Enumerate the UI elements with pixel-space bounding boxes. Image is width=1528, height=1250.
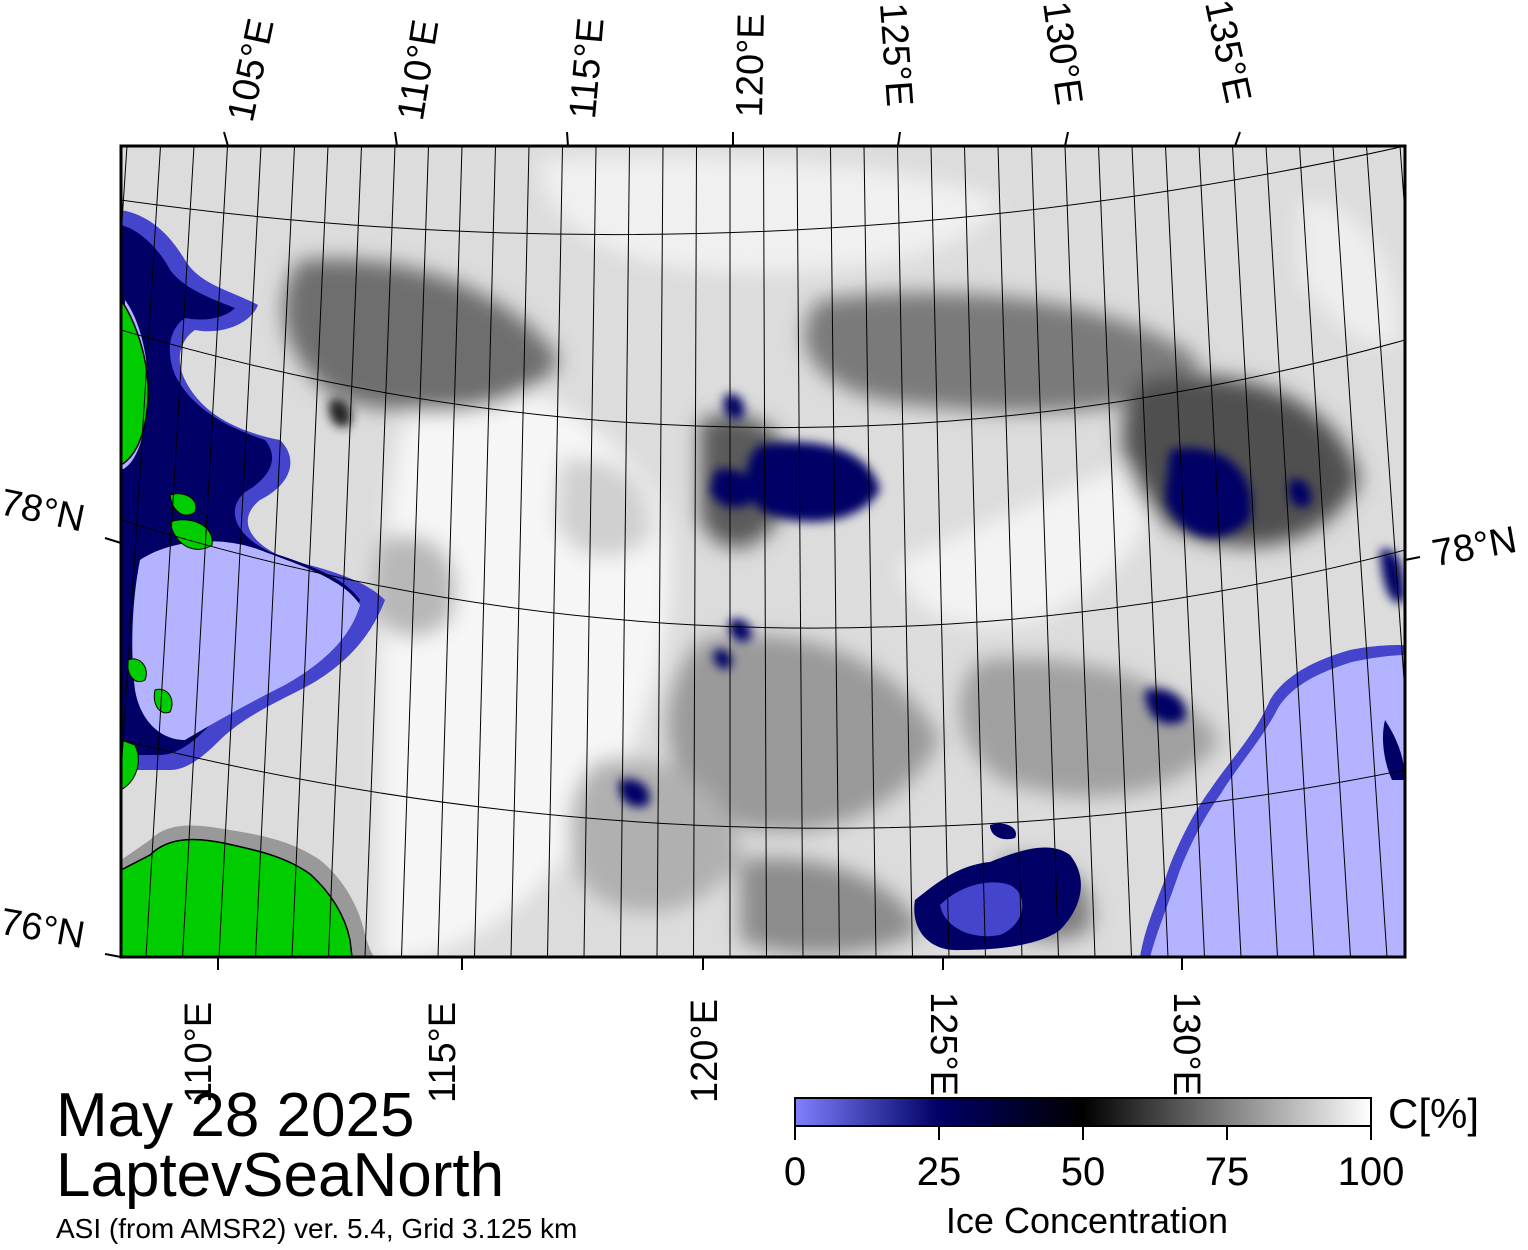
meridian-line [182, 146, 228, 957]
meridian-line [547, 146, 563, 957]
meridian-line [1131, 146, 1169, 957]
bottom-lon-label: 130°E [1165, 992, 1207, 1096]
meridian-line [1198, 146, 1242, 957]
meridian-line [863, 146, 877, 957]
meridian-line [121, 146, 161, 783]
meridian-line [291, 146, 329, 957]
meridian-line [796, 146, 804, 957]
map-frame [119, 144, 1407, 959]
colorbar-ticks [794, 1126, 1372, 1140]
meridian-line [1265, 146, 1315, 957]
meridian-line [897, 146, 913, 957]
meridian-line [145, 146, 195, 957]
meridian-line [930, 146, 950, 957]
meridian-line [964, 146, 986, 957]
colorbar-tick-label: 100 [1337, 1150, 1405, 1194]
meridian-line [620, 146, 630, 957]
meridian-line [763, 146, 767, 957]
colorbar-tick-label: 50 [1060, 1150, 1106, 1194]
top-lon-label: 125°E [871, 1, 921, 108]
meridian-line [1332, 146, 1388, 957]
colorbar-unit: C[%] [1388, 1090, 1480, 1137]
graticule [0, 146, 1405, 957]
meridian-line [583, 146, 597, 957]
meridian-line [401, 146, 429, 957]
map-date: May 28 2025 [56, 1081, 415, 1150]
meridian-line [1031, 146, 1059, 957]
bottom-lon-label: 120°E [684, 999, 726, 1103]
meridian-line [437, 146, 463, 957]
meridian-line [1366, 146, 1405, 701]
colorbar-title: Ice Concentration [945, 1200, 1229, 1241]
meridian-line [997, 146, 1023, 957]
bottom-lon-label: 125°E [922, 992, 964, 1096]
meridian-line [364, 146, 396, 957]
top-lon-label: 115°E [562, 16, 613, 121]
colorbar-tick-label: 0 [783, 1150, 807, 1194]
ice-concentration-field [121, 146, 1405, 957]
meridian-line [255, 146, 295, 957]
meridian-line [1165, 146, 1205, 957]
meridian-line [0, 146, 60, 957]
meridian-line [121, 146, 128, 244]
meridian-line [37, 146, 94, 957]
meridian-line [218, 146, 262, 957]
meridian-line [1232, 146, 1278, 957]
meridian-line [328, 146, 362, 957]
colorbar-tick-label: 25 [916, 1150, 962, 1194]
meridian-line [656, 146, 664, 957]
meridian-line [510, 146, 530, 957]
meridian-line [693, 146, 697, 957]
colorbar-tick-label: 75 [1204, 1150, 1250, 1194]
meridian-line [474, 146, 496, 957]
colorbar [794, 1097, 1372, 1127]
bottom-lon-label: 115°E [422, 1001, 464, 1103]
data-source: ASI (from AMSR2) ver. 5.4, Grid 3.125 km [56, 1213, 578, 1244]
top-lon-label: 120°E [729, 13, 773, 118]
meridian-line [1098, 146, 1132, 957]
meridian-line [1299, 146, 1351, 957]
frame-ticks [104, 131, 1421, 970]
meridian-line [830, 146, 840, 957]
meridian-line [1064, 146, 1096, 957]
region-name: LaptevSeaNorth [56, 1141, 505, 1210]
